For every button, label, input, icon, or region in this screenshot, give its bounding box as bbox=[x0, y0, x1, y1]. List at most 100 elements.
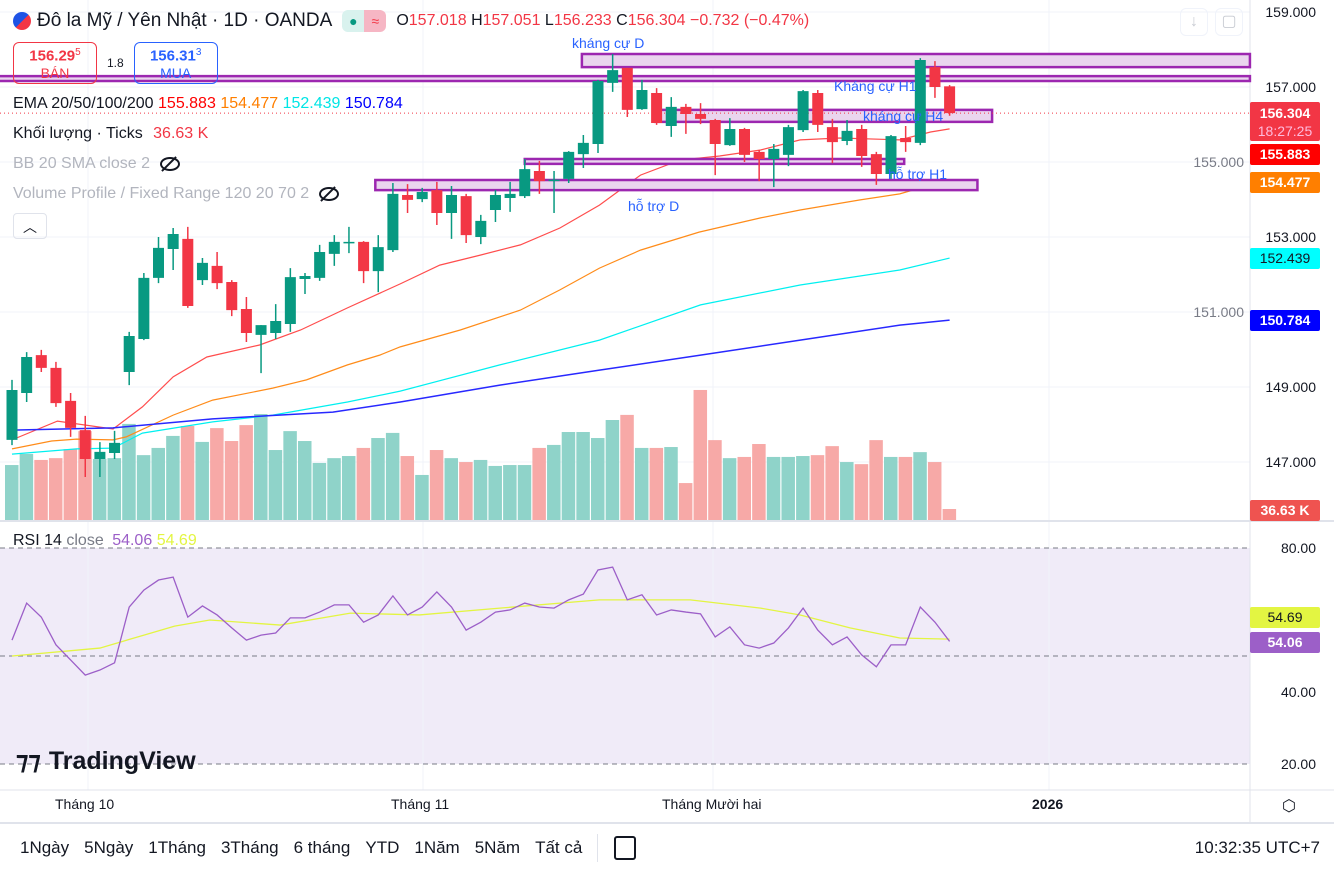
candle bbox=[782, 124, 794, 167]
candle bbox=[709, 118, 721, 176]
volume-bar bbox=[268, 450, 283, 520]
range-ytd[interactable]: YTD bbox=[365, 838, 400, 857]
hidden-eye-icon[interactable] bbox=[319, 186, 340, 201]
last-price-value: 156.304 bbox=[1259, 105, 1311, 121]
tradingview-watermark: ⁊⁊ TradingView bbox=[16, 746, 196, 776]
volume-bar bbox=[298, 441, 312, 520]
volume-bar bbox=[796, 456, 810, 520]
volume-bar bbox=[503, 465, 517, 520]
flag-icon bbox=[13, 12, 31, 30]
range-5y[interactable]: 5Năm bbox=[474, 838, 521, 857]
candle bbox=[255, 325, 267, 374]
candle bbox=[123, 331, 135, 386]
symbol-title[interactable]: Đô la Mỹ / Yên Nhật · 1D · OANDA bbox=[37, 10, 333, 31]
fullscreen-icon[interactable]: ▢ bbox=[1215, 8, 1243, 36]
candle-body bbox=[123, 336, 135, 372]
range-1m[interactable]: 1Tháng bbox=[148, 838, 206, 857]
candle bbox=[284, 268, 296, 332]
range-all[interactable]: Tất cả bbox=[535, 838, 583, 857]
candle bbox=[695, 103, 707, 125]
sell-button[interactable]: 156.295 BÁN bbox=[13, 42, 97, 84]
candle-body bbox=[79, 430, 91, 459]
range-3m[interactable]: 3Tháng bbox=[220, 838, 279, 857]
volume-bar bbox=[166, 435, 180, 520]
candle-body bbox=[182, 238, 194, 306]
clock-timezone[interactable]: 10:32:35 UTC+7 bbox=[1194, 838, 1320, 857]
ema-line-ema50 bbox=[11, 181, 950, 450]
candle-body bbox=[621, 67, 633, 110]
volume-bar bbox=[591, 438, 605, 520]
ema-legend[interactable]: EMA 20/50/100/200 155.883 154.477 152.43… bbox=[13, 95, 403, 113]
volume-bar bbox=[444, 458, 458, 520]
volume-bar bbox=[400, 456, 415, 520]
volume-bar bbox=[561, 432, 576, 520]
go-to-date-calendar-icon[interactable] bbox=[614, 836, 637, 860]
hidden-eye-icon[interactable] bbox=[159, 156, 180, 171]
bb-label: BB 20 SMA close 2 bbox=[13, 155, 150, 172]
rsi-line bbox=[11, 566, 951, 676]
candle-body bbox=[460, 196, 472, 236]
rsi-legend[interactable]: RSI 14 close 54.06 54.69 bbox=[13, 532, 197, 550]
open-value: 157.018 bbox=[408, 12, 467, 29]
ema100-tag: 152.439 bbox=[1250, 248, 1320, 269]
candle-body bbox=[695, 114, 707, 119]
volume-bar bbox=[327, 458, 341, 520]
candle-body bbox=[753, 151, 765, 159]
volume-bar bbox=[576, 432, 590, 520]
low-label: L bbox=[544, 12, 554, 29]
rsi-ma-tag: 54.69 bbox=[1250, 607, 1320, 628]
candle-body bbox=[402, 195, 414, 200]
volume-legend[interactable]: Khối lượng · Ticks 36.63 K bbox=[13, 125, 208, 143]
candle-body bbox=[65, 400, 77, 428]
candle bbox=[240, 297, 252, 342]
candle bbox=[475, 214, 487, 245]
price-axis-label: 157.000 bbox=[1265, 79, 1316, 95]
candle bbox=[65, 393, 77, 437]
volume-bar bbox=[766, 456, 781, 520]
volume-bar bbox=[781, 456, 795, 520]
candle-body bbox=[372, 247, 384, 272]
buy-button[interactable]: 156.313 MUA bbox=[133, 42, 218, 84]
collapse-legend-button[interactable]: ︿ bbox=[13, 213, 47, 239]
sell-price-sup: 5 bbox=[75, 47, 81, 59]
market-status[interactable]: ● ≈ bbox=[342, 10, 387, 32]
candle-body bbox=[841, 130, 853, 141]
volume-profile-legend[interactable]: Volume Profile / Fixed Range 120 20 70 2 bbox=[13, 185, 340, 203]
range-5d[interactable]: 5Ngày bbox=[84, 838, 134, 857]
candle bbox=[533, 160, 545, 194]
volume-bar bbox=[356, 447, 371, 520]
candle-body bbox=[358, 241, 370, 272]
volume-bar bbox=[239, 425, 253, 520]
volume-bar bbox=[810, 455, 825, 520]
bb-legend[interactable]: BB 20 SMA close 2 bbox=[13, 155, 180, 173]
arrow-down-icon[interactable]: ↓ bbox=[1180, 8, 1208, 36]
sell-label: BÁN bbox=[40, 64, 70, 81]
candle bbox=[6, 379, 18, 446]
candle-body bbox=[768, 148, 780, 159]
volume-bar bbox=[312, 462, 327, 520]
time-axis-label: Tháng 10 bbox=[55, 796, 115, 812]
settings-icon[interactable]: ⬡ bbox=[1282, 798, 1296, 815]
candle bbox=[211, 252, 223, 290]
candle bbox=[607, 54, 619, 92]
change-value: −0.732 (−0.47%) bbox=[689, 12, 810, 29]
candle bbox=[739, 127, 750, 162]
candle-body bbox=[35, 355, 47, 368]
candle-body bbox=[533, 171, 545, 182]
candle bbox=[577, 135, 589, 168]
symbol-legend: Đô la Mỹ / Yên Nhật · 1D · OANDA ● ≈ O15… bbox=[13, 10, 809, 32]
candle bbox=[900, 126, 912, 152]
volume-bar bbox=[34, 459, 48, 520]
candle bbox=[489, 190, 501, 222]
range-6m[interactable]: 6 tháng bbox=[293, 838, 351, 857]
high-value: 157.051 bbox=[482, 12, 541, 29]
volume-bar bbox=[459, 462, 473, 520]
range-1y[interactable]: 1Năm bbox=[414, 838, 460, 857]
candle-body bbox=[782, 127, 794, 155]
candle-body bbox=[724, 129, 736, 146]
zone-label-resistance-h4: kháng cự H4 bbox=[863, 108, 944, 124]
range-1d[interactable]: 1Ngày bbox=[20, 838, 70, 857]
ema20-value: 155.883 bbox=[158, 95, 216, 112]
volume-bar bbox=[708, 440, 722, 520]
